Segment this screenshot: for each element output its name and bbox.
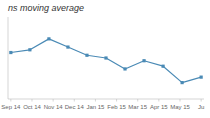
point <box>200 76 203 79</box>
x-tick-label: Oct 14 <box>23 104 41 110</box>
x-tick <box>158 99 159 102</box>
x-tick-label: May 15 <box>170 104 190 110</box>
x-tick-label: Dec 14 <box>65 104 85 110</box>
point <box>28 48 31 51</box>
title: ns moving average <box>8 3 84 13</box>
x-tick <box>95 99 96 102</box>
y-axis-line <box>8 17 9 99</box>
x-tick <box>53 99 54 102</box>
point <box>66 45 69 48</box>
point <box>85 54 88 57</box>
point <box>123 67 126 70</box>
x-tick-label: Mar 15 <box>128 104 147 110</box>
line <box>11 39 201 83</box>
x-tick <box>10 99 11 102</box>
x-tick-label: Ju <box>198 104 204 110</box>
x-tick-label: Apr 15 <box>150 104 168 110</box>
point <box>47 37 50 40</box>
x-tick-label: Sep 14 <box>1 104 21 110</box>
plot-area <box>9 37 202 84</box>
x-tick <box>201 99 202 102</box>
x-tick-label: Feb 15 <box>107 104 126 110</box>
x-axis-line <box>8 99 204 100</box>
x-tick <box>74 99 75 102</box>
chart: ns moving average Sep 14Oct 14Nov 14Dec 1… <box>0 0 210 118</box>
point <box>181 81 184 84</box>
point <box>104 56 107 59</box>
point <box>161 65 164 68</box>
x-tick <box>31 99 32 102</box>
x-tick-label: Jan 15 <box>86 104 105 110</box>
x-tick <box>137 99 138 102</box>
x-tick-label: Nov 14 <box>44 104 64 110</box>
point <box>9 51 12 54</box>
x-tick <box>180 99 181 102</box>
point <box>142 59 145 62</box>
x-tick <box>116 99 117 102</box>
